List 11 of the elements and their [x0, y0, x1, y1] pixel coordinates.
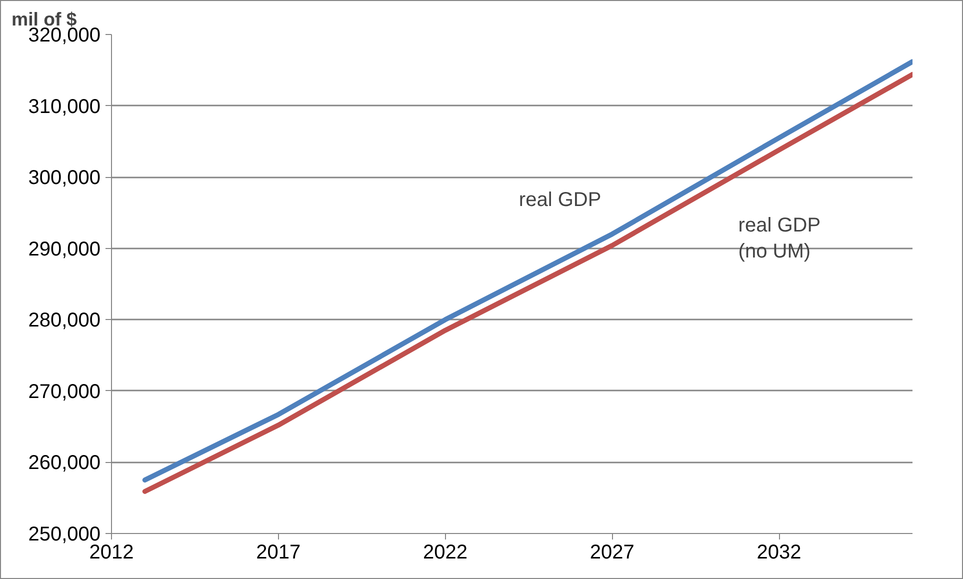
x-tick-label: 2032	[756, 542, 802, 564]
y-tick-label: 300,000	[28, 167, 100, 190]
y-tick-label: 310,000	[28, 96, 100, 118]
y-tick-label: 260,000	[28, 452, 100, 474]
x-tick-label: 2017	[256, 542, 301, 564]
x-tick-label: 2027	[590, 542, 634, 564]
x-tick-label: 2022	[423, 542, 468, 564]
y-tick-label: 270,000	[28, 380, 100, 403]
y-tick-label: 280,000	[28, 310, 100, 332]
y-tick-label: 290,000	[28, 238, 100, 260]
series-label: real GDP	[518, 188, 602, 211]
